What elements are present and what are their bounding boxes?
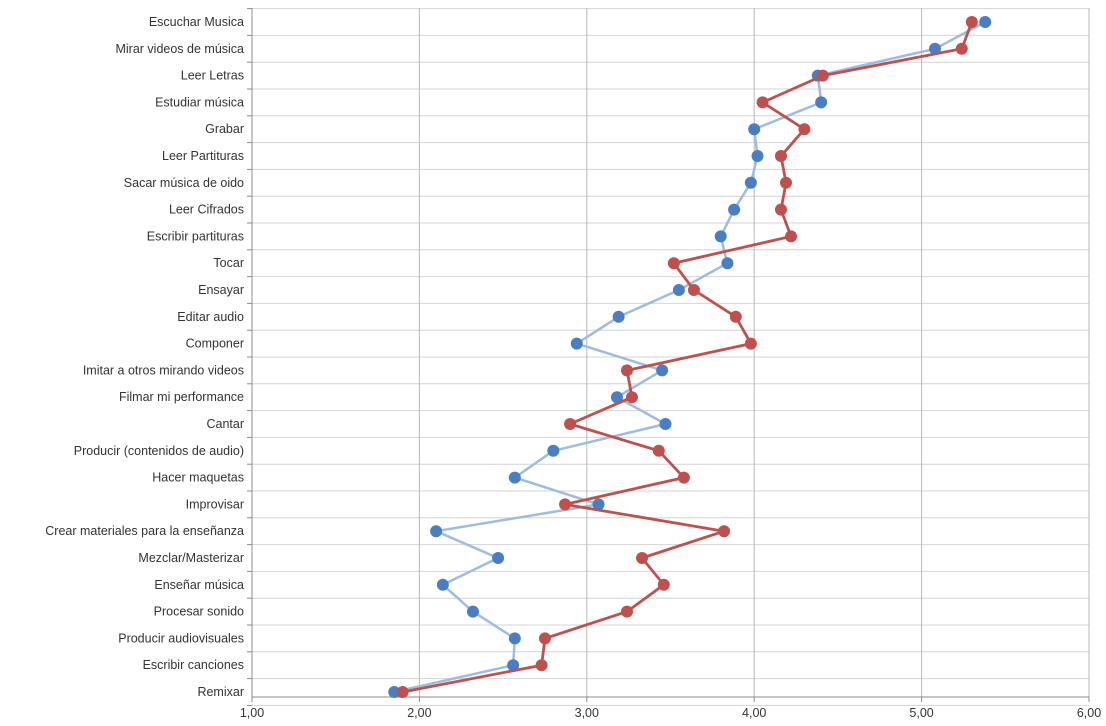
series-2-point [718, 525, 731, 538]
category-label: Estudiar música [155, 95, 244, 109]
x-tick-label: 2,00 [407, 706, 431, 720]
category-label: Tocar [213, 256, 244, 270]
series-2-point [965, 16, 978, 28]
series-2-point [780, 176, 793, 189]
series-1-point [570, 337, 583, 350]
series-1-point [979, 16, 992, 28]
category-label: Producir (contenidos de audio) [74, 444, 244, 458]
series-1-point [751, 150, 764, 162]
series-2-point [559, 498, 572, 511]
series-1-point [656, 364, 669, 377]
series-1-point [466, 605, 479, 618]
series-1-point [659, 418, 672, 430]
series-2-point [657, 578, 670, 591]
series-2-point [667, 257, 680, 270]
category-label: Grabar [205, 122, 244, 136]
series-1-point [508, 632, 521, 645]
category-label: Filmar mi performance [119, 390, 244, 404]
series-1-point [547, 444, 560, 457]
category-labels: Escuchar Musica Mirar videos de música Lee… [45, 15, 244, 699]
category-label: Producir audiovisuales [118, 631, 244, 645]
series-2-point [756, 96, 769, 109]
series-2-point [620, 605, 633, 618]
category-label: Crear materiales para la enseñanza [45, 524, 244, 538]
x-tick-label: 4,00 [742, 706, 766, 720]
category-label: Procesar sonido [154, 605, 244, 619]
category-label: Hacer maquetas [152, 471, 244, 485]
category-label: Remixar [197, 685, 244, 699]
series-2-point [798, 123, 811, 136]
x-tick-label: 5,00 [909, 706, 933, 720]
series-1-point [592, 498, 605, 511]
series [388, 16, 992, 698]
category-label: Sacar música de oido [124, 176, 244, 190]
series-2 [396, 16, 978, 698]
series-2-point [677, 471, 690, 484]
series-2-point [535, 659, 548, 672]
category-label: Cantar [206, 417, 244, 431]
series-1-point [748, 123, 761, 136]
category-label: Ensayar [198, 283, 244, 297]
x-tick-label: 6,00 [1077, 706, 1101, 720]
series-2-point [538, 632, 551, 645]
series-2-point [816, 69, 829, 82]
series-2-point [564, 418, 577, 430]
series-1-point [436, 578, 449, 591]
series-1-point [507, 659, 520, 672]
category-label: Mezclar/Masterizar [138, 551, 244, 565]
series-1-point [610, 391, 623, 404]
series-2-point [687, 284, 700, 296]
series-1-point [430, 525, 443, 538]
x-tick-labels: 1,00 2,00 3,00 4,00 5,00 6,00 [240, 706, 1101, 720]
gridlines [252, 8, 1090, 706]
series-1-point [492, 552, 505, 564]
category-label: Leer Partituras [162, 149, 244, 163]
series-1-point [744, 176, 757, 189]
category-label: Mirar videos de música [115, 42, 244, 56]
series-2-point [636, 552, 649, 564]
series-1-point [508, 471, 521, 484]
x-tick-label: 1,00 [240, 706, 264, 720]
series-1-point [928, 42, 941, 55]
series-1-point [728, 203, 741, 216]
category-label: Imitar a otros mirando videos [83, 363, 244, 377]
category-label: Improvisar [186, 497, 244, 511]
series-2-point [955, 42, 968, 55]
category-label: Componer [186, 337, 244, 351]
category-label: Leer Cifrados [169, 203, 244, 217]
series-1-point [612, 310, 625, 323]
series-1-point [672, 284, 685, 296]
series-2-point [625, 391, 638, 404]
series-1-point [714, 230, 727, 243]
series-2-point [729, 310, 742, 323]
category-label: Escribir partituras [147, 229, 244, 243]
x-tick-label: 3,00 [575, 706, 599, 720]
category-label: Escribir canciones [143, 658, 244, 672]
category-label: Enseñar música [154, 578, 244, 592]
series-2-point [652, 444, 665, 457]
series-2-point [785, 230, 798, 243]
category-label: Escuchar Musica [149, 15, 244, 29]
category-label: Leer Letras [181, 69, 244, 83]
series-2-point [774, 203, 787, 216]
series-2-point [744, 337, 757, 350]
series-1-point [721, 257, 734, 270]
series-2-point [774, 150, 787, 162]
series-2-point [396, 686, 409, 698]
series-1-point [815, 96, 828, 109]
category-label: Editar audio [177, 310, 244, 324]
series-1-point [388, 686, 401, 698]
series-2-point [620, 364, 633, 377]
series-1 [388, 16, 992, 698]
